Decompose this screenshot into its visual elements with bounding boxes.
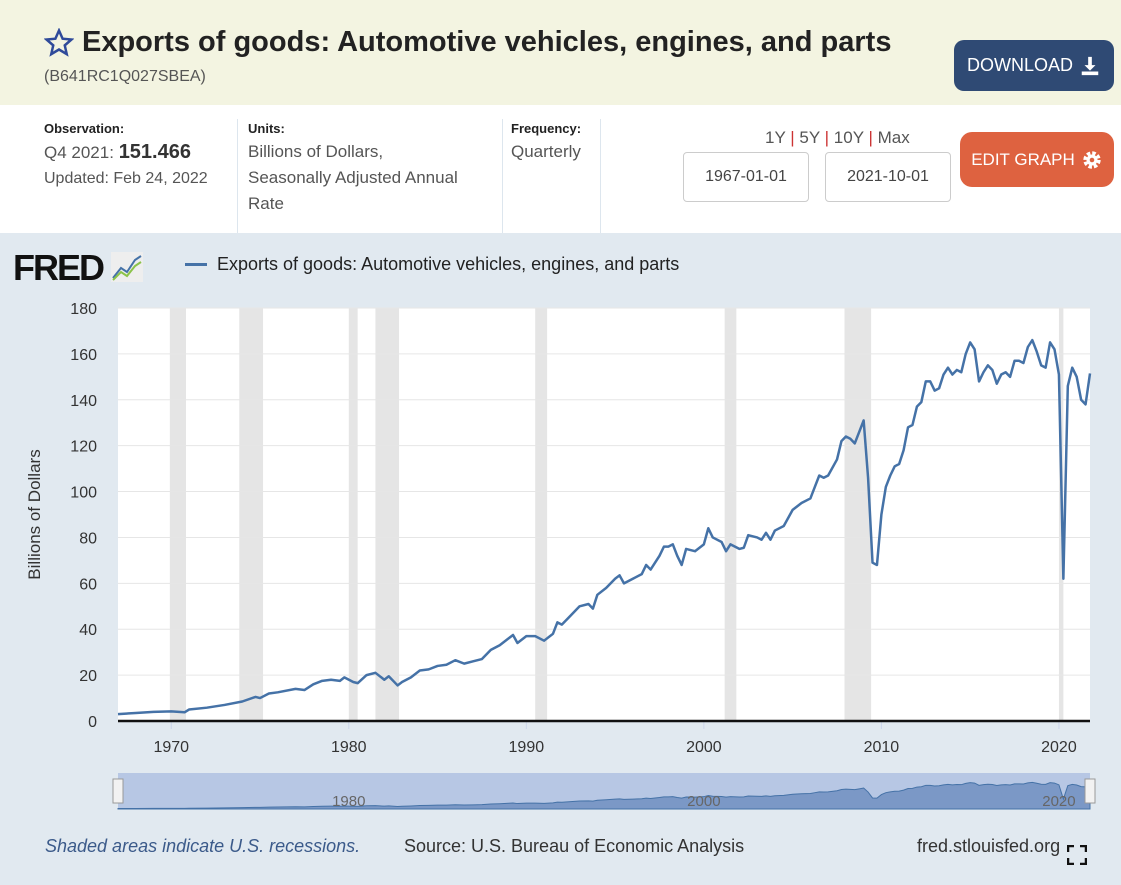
y-tick-label: 0 bbox=[88, 714, 97, 731]
recession-note: Shaded areas indicate U.S. recessions. bbox=[45, 836, 361, 856]
observation-value: 151.466 bbox=[118, 141, 191, 163]
series-header: Exports of goods: Automotive vehicles, e… bbox=[0, 0, 1121, 105]
source-text: Source: U.S. Bureau of Economic Analysis bbox=[404, 836, 745, 856]
y-tick-label: 20 bbox=[79, 668, 97, 685]
y-axis-label: Billions of Dollars bbox=[25, 449, 44, 579]
recession-band bbox=[239, 308, 264, 721]
download-icon bbox=[1081, 56, 1099, 75]
series-line bbox=[117, 338, 1092, 716]
legend-label: Exports of goods: Automotive vehicles, e… bbox=[217, 254, 680, 274]
recession-band bbox=[375, 308, 400, 721]
x-tick-label: 2020 bbox=[1041, 739, 1077, 756]
recession-band bbox=[724, 308, 737, 721]
download-label: DOWNLOAD bbox=[966, 55, 1073, 75]
end-date-input[interactable]: 2021-10-01 bbox=[825, 152, 951, 202]
frequency-label: Frequency: bbox=[511, 121, 582, 136]
y-tick-label: 40 bbox=[79, 622, 97, 639]
legend-swatch bbox=[185, 263, 207, 266]
line-chart: 0 20 40 60 80 100 120 140 160 180 1970 1980 1990 2000… bbox=[25, 301, 1096, 810]
updated-date: Updated: Feb 24, 2022 bbox=[44, 170, 208, 187]
x-tick-label: 1980 bbox=[331, 739, 367, 756]
frequency-value: Quarterly bbox=[511, 142, 581, 161]
range-selector: 1Y | 5Y | 10Y | Max bbox=[765, 128, 910, 147]
star-outline-icon[interactable] bbox=[44, 27, 74, 58]
x-tick-label: 1990 bbox=[509, 739, 545, 756]
range-1y[interactable]: 1Y bbox=[765, 128, 786, 147]
chart-legend: Exports of goods: Automotive vehicles, e… bbox=[185, 254, 679, 275]
y-tick-label: 120 bbox=[70, 439, 97, 456]
divider bbox=[600, 119, 601, 233]
y-tick-label: 60 bbox=[79, 576, 97, 593]
plot-area bbox=[118, 308, 1090, 721]
y-tick-label: 140 bbox=[70, 393, 97, 410]
units-block: Units: Billions of Dollars, Seasonally A… bbox=[248, 119, 458, 233]
x-tick-label: 1970 bbox=[153, 739, 189, 756]
fred-logo-text: FRED bbox=[13, 247, 105, 288]
units-line: Rate bbox=[248, 194, 284, 213]
navigator-label: 1980 bbox=[332, 793, 365, 810]
recession-band bbox=[348, 308, 358, 721]
navigator-series bbox=[117, 781, 1091, 810]
observation-label: Observation: bbox=[44, 121, 125, 136]
edit-graph-button[interactable]: EDIT GRAPH bbox=[960, 132, 1114, 187]
gear-icon bbox=[1083, 150, 1101, 169]
navigator-label: 2000 bbox=[687, 793, 720, 810]
start-date-input[interactable]: 1967-01-01 bbox=[683, 152, 809, 202]
units-label: Units: bbox=[248, 121, 285, 136]
recession-band bbox=[844, 308, 872, 721]
frequency-block: Frequency: Quarterly bbox=[511, 119, 581, 233]
navigator-handle[interactable] bbox=[1084, 778, 1096, 804]
observation-period: Q4 2021: bbox=[44, 143, 114, 162]
range-max[interactable]: Max bbox=[877, 128, 910, 147]
y-tick-label: 80 bbox=[79, 530, 97, 547]
observation-block: Observation: Q4 2021: 151.466 Updated: F… bbox=[44, 119, 208, 233]
divider bbox=[237, 119, 238, 233]
fullscreen-icon[interactable] bbox=[1067, 845, 1087, 865]
divider bbox=[502, 119, 503, 233]
x-tick-label: 2010 bbox=[864, 739, 900, 756]
recession-band bbox=[169, 308, 186, 721]
edit-graph-label: EDIT GRAPH bbox=[971, 149, 1075, 169]
x-tick-label: 2000 bbox=[686, 739, 722, 756]
navigator-handle[interactable] bbox=[112, 778, 124, 804]
y-tick-label: 180 bbox=[70, 301, 97, 318]
title-text: Exports of goods: Automotive vehicles, e… bbox=[82, 26, 892, 58]
y-tick-label: 160 bbox=[70, 347, 97, 364]
range-10y[interactable]: 10Y bbox=[833, 128, 864, 147]
chart-logo-icon bbox=[111, 252, 144, 282]
series-id: (B641RC1Q027SBEA) bbox=[44, 68, 206, 85]
fred-logo: FRED bbox=[13, 247, 144, 289]
y-tick-label: 100 bbox=[70, 485, 97, 502]
download-button[interactable]: DOWNLOAD bbox=[954, 40, 1114, 91]
units-line: Billions of Dollars, bbox=[248, 142, 384, 161]
site-link[interactable]: fred.stlouisfed.org bbox=[917, 836, 1061, 856]
range-5y[interactable]: 5Y bbox=[799, 128, 820, 147]
units-line: Seasonally Adjusted Annual bbox=[248, 168, 458, 187]
graph-panel: FRED Exports of goods: Automotive vehicl… bbox=[0, 233, 1121, 885]
series-info: Observation: Q4 2021: 151.466 Updated: F… bbox=[0, 105, 1121, 233]
series-title: Exports of goods: Automotive vehicles, e… bbox=[44, 26, 891, 59]
recession-band bbox=[535, 308, 548, 721]
navigator-label: 2020 bbox=[1042, 793, 1075, 810]
